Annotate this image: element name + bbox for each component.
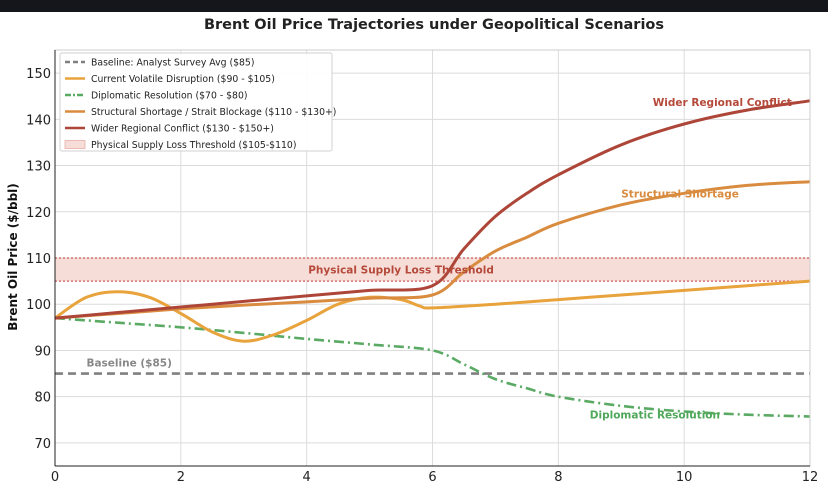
structural-shortage-line: [54, 180, 811, 320]
x-tick-label: 6: [428, 470, 436, 482]
legend-item-baseline: Baseline: Analyst Survey Avg ($85): [91, 58, 254, 69]
diplomatic-resolution-line: [54, 316, 811, 418]
structural-annotation: Structural Shortage: [621, 188, 739, 200]
legend-item-diplomatic: Diplomatic Resolution ($70 - $80): [91, 91, 248, 102]
x-tick-label: 0: [51, 470, 59, 482]
y-axis-label: Brent Oil Price ($/bbl): [6, 183, 20, 331]
threshold-band: [55, 258, 810, 282]
threshold-band-layer: [55, 257, 810, 282]
y-tick-label: 140: [26, 113, 51, 128]
legend-item-threshold-swatch: [64, 140, 86, 149]
y-tick-label: 150: [26, 67, 51, 82]
x-tick-label: 8: [554, 470, 562, 482]
y-tick-label: 130: [26, 160, 51, 175]
series-layer: [54, 99, 811, 418]
y-tick-label: 100: [26, 298, 51, 313]
x-tick-label: 12: [802, 470, 819, 482]
x-tick-label: 10: [676, 470, 693, 482]
y-tick-label: 120: [26, 206, 51, 221]
legend-box: [59, 52, 333, 152]
legend: Baseline: Analyst Survey Avg ($85) Curren…: [59, 52, 336, 152]
baseline-annotation: Baseline ($85): [86, 358, 171, 370]
legend-item-conflict: Wider Regional Conflict ($130 - $150+): [91, 124, 274, 135]
chart-title: Brent Oil Price Trajectories under Geopo…: [203, 17, 665, 33]
y-tick-label: 80: [34, 391, 51, 406]
annotation-layer: Baseline ($85) Diplomatic Resolution Struc…: [86, 97, 791, 422]
legend-item-threshold: Physical Supply Loss Threshold ($105-$11…: [91, 140, 296, 151]
legend-item-volatile: Current Volatile Disruption ($90 - $105): [91, 74, 275, 85]
axis-layer: 0 2 4 6 8 10 12 70 80 90 100 110 120 130 140 150: [26, 49, 819, 482]
y-tick-label: 110: [26, 252, 51, 267]
x-tick-label: 4: [303, 470, 311, 482]
diplomatic-annotation: Diplomatic Resolution: [590, 410, 720, 422]
x-tick-label: 2: [177, 470, 185, 482]
regional-conflict-line: [54, 99, 811, 320]
window-top-bar: [0, 0, 828, 12]
y-tick-label: 70: [34, 437, 51, 452]
threshold-annotation: Physical Supply Loss Threshold: [308, 265, 494, 277]
conflict-annotation: Wider Regional Conflict: [653, 97, 792, 109]
legend-item-structural: Structural Shortage / Strait Blockage ($…: [91, 107, 336, 118]
y-tick-label: 90: [34, 344, 51, 359]
